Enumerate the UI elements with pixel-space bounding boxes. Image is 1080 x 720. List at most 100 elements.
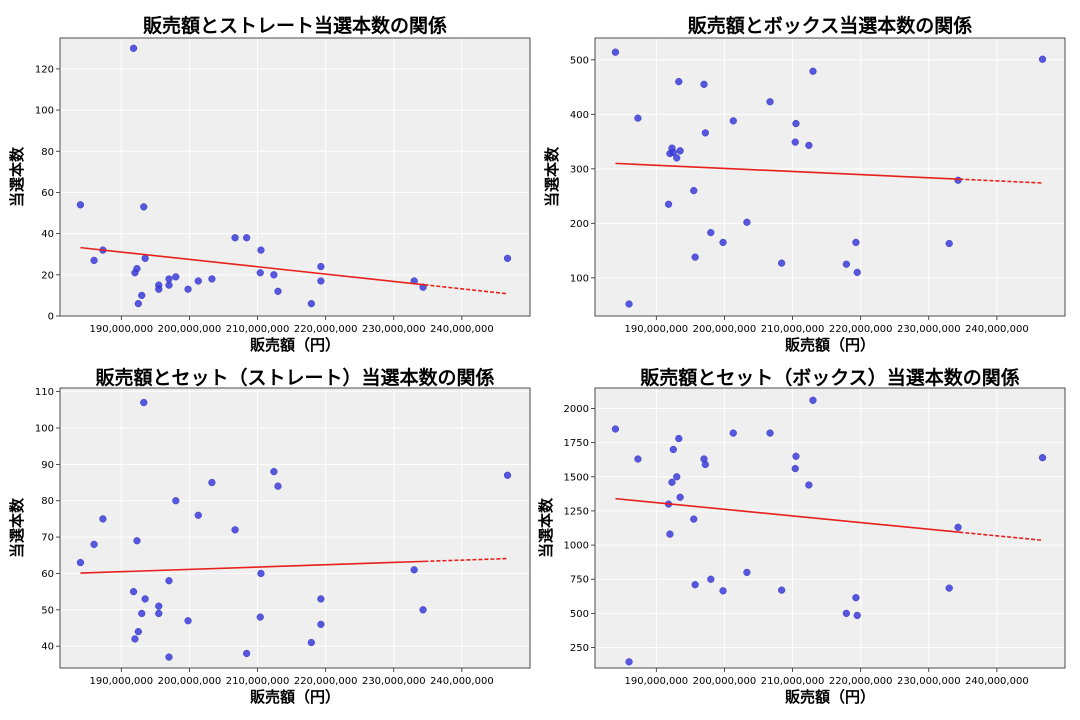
x-tick-label: 190,000,000 (624, 324, 688, 335)
data-point (701, 460, 709, 469)
y-tick-label: 100 (35, 424, 54, 435)
data-point (673, 473, 681, 481)
data-point (184, 285, 192, 293)
data-point (90, 256, 98, 265)
data-point (317, 277, 325, 285)
chart-panel-1: 190,000,000 200,000,000 210,000,000 220,000… (8, 14, 531, 354)
data-point (668, 478, 676, 486)
data-point (307, 300, 315, 308)
x-tick-label: 190,000,000 (89, 676, 153, 687)
trend-line (80, 246, 425, 286)
data-point (410, 566, 418, 574)
chart-panel-3: 190,000,000 200,000,000 210,000,000 220,000… (8, 366, 531, 706)
data-point (208, 478, 216, 487)
x-tick-label: 210,000,000 (226, 324, 290, 335)
data-point (852, 238, 860, 247)
y-tick-label: 110 (35, 387, 54, 398)
y-axis-label: 当選本数 (8, 146, 26, 207)
data-point (853, 611, 861, 620)
x-axis-label: 販売額（円） (250, 688, 340, 706)
y-tick-label: 1750 (564, 438, 589, 449)
y-tick-label: 400 (570, 110, 589, 121)
data-point (625, 658, 633, 666)
data-point (852, 594, 860, 602)
x-tick-label: 210,000,000 (761, 676, 825, 687)
data-point (634, 114, 642, 122)
y-tick-label: 2000 (564, 404, 589, 415)
data-point (270, 271, 278, 279)
trend-line-extension (424, 557, 508, 563)
x-tick-label: 220,000,000 (294, 324, 358, 335)
x-tick-label: 190,000,000 (624, 676, 688, 687)
data-point (611, 48, 620, 56)
y-tick-label: 60 (41, 188, 54, 199)
data-point (805, 481, 813, 489)
data-point (307, 638, 315, 647)
x-tick-label: 240,000,000 (430, 324, 494, 335)
data-point (842, 609, 850, 617)
data-point (954, 523, 962, 531)
data-point (805, 141, 813, 149)
y-tick-label: 500 (570, 609, 589, 620)
data-point (133, 537, 141, 545)
x-tick-label: 230,000,000 (362, 324, 426, 335)
x-tick-label: 240,000,000 (430, 676, 494, 687)
y-tick-label: 200 (570, 219, 589, 230)
x-tick-label: 230,000,000 (897, 676, 961, 687)
chart-title: 販売額とボックス当選本数の関係 (688, 14, 972, 37)
data-point (945, 239, 953, 248)
data-point (129, 44, 138, 52)
data-point (842, 260, 850, 268)
data-point (231, 526, 239, 534)
y-axis-label: 当選本数 (543, 146, 561, 207)
x-tick-label: 240,000,000 (965, 324, 1029, 335)
x-tick-label: 190,000,000 (89, 324, 153, 335)
y-tick-label: 1000 (564, 541, 589, 552)
plot-area (60, 388, 530, 668)
y-tick-label: 100 (35, 106, 54, 117)
data-point (274, 482, 282, 490)
trend-line (80, 560, 425, 574)
data-point (317, 595, 325, 603)
data-point (165, 281, 173, 289)
data-point (729, 117, 737, 125)
y-axis-label: 当選本数 (8, 497, 26, 558)
data-point (257, 569, 265, 578)
x-tick-label: 210,000,000 (761, 324, 825, 335)
data-point (669, 445, 677, 454)
axes-frame (59, 37, 531, 317)
x-tick-label: 240,000,000 (965, 676, 1029, 687)
chart-title: 販売額とセット（ボックス）当選本数の関係 (640, 366, 1019, 389)
y-tick-label: 40 (41, 229, 54, 240)
data-point (243, 234, 251, 242)
data-point (138, 291, 146, 300)
chart-title: 販売額とストレート当選本数の関係 (143, 14, 447, 37)
data-point (743, 218, 751, 226)
data-point (673, 154, 681, 162)
trend-line (615, 497, 960, 533)
data-point (729, 429, 737, 437)
data-point (766, 98, 774, 106)
x-tick-label: 230,000,000 (362, 676, 426, 687)
trend-line-extension (424, 283, 508, 295)
data-point (141, 254, 149, 262)
data-point (719, 238, 727, 247)
data-point (317, 262, 325, 271)
x-tick-label: 220,000,000 (294, 676, 358, 687)
data-point (707, 575, 715, 583)
data-point (676, 147, 684, 155)
x-tick-label: 230,000,000 (897, 324, 961, 335)
data-point (141, 595, 149, 603)
data-point (700, 80, 708, 88)
y-tick-label: 70 (41, 533, 54, 544)
x-axis-label: 販売額（円） (785, 336, 875, 354)
data-point (134, 628, 142, 636)
data-point (133, 265, 141, 273)
y-tick-label: 750 (570, 575, 589, 586)
y-tick-label: 1500 (564, 472, 589, 483)
chart-panel-4: 190,000,000 200,000,000 210,000,000 220,000… (537, 366, 1066, 706)
trend-line (615, 162, 960, 180)
data-point (243, 649, 251, 658)
plot-area (60, 38, 530, 316)
data-point (76, 201, 85, 209)
